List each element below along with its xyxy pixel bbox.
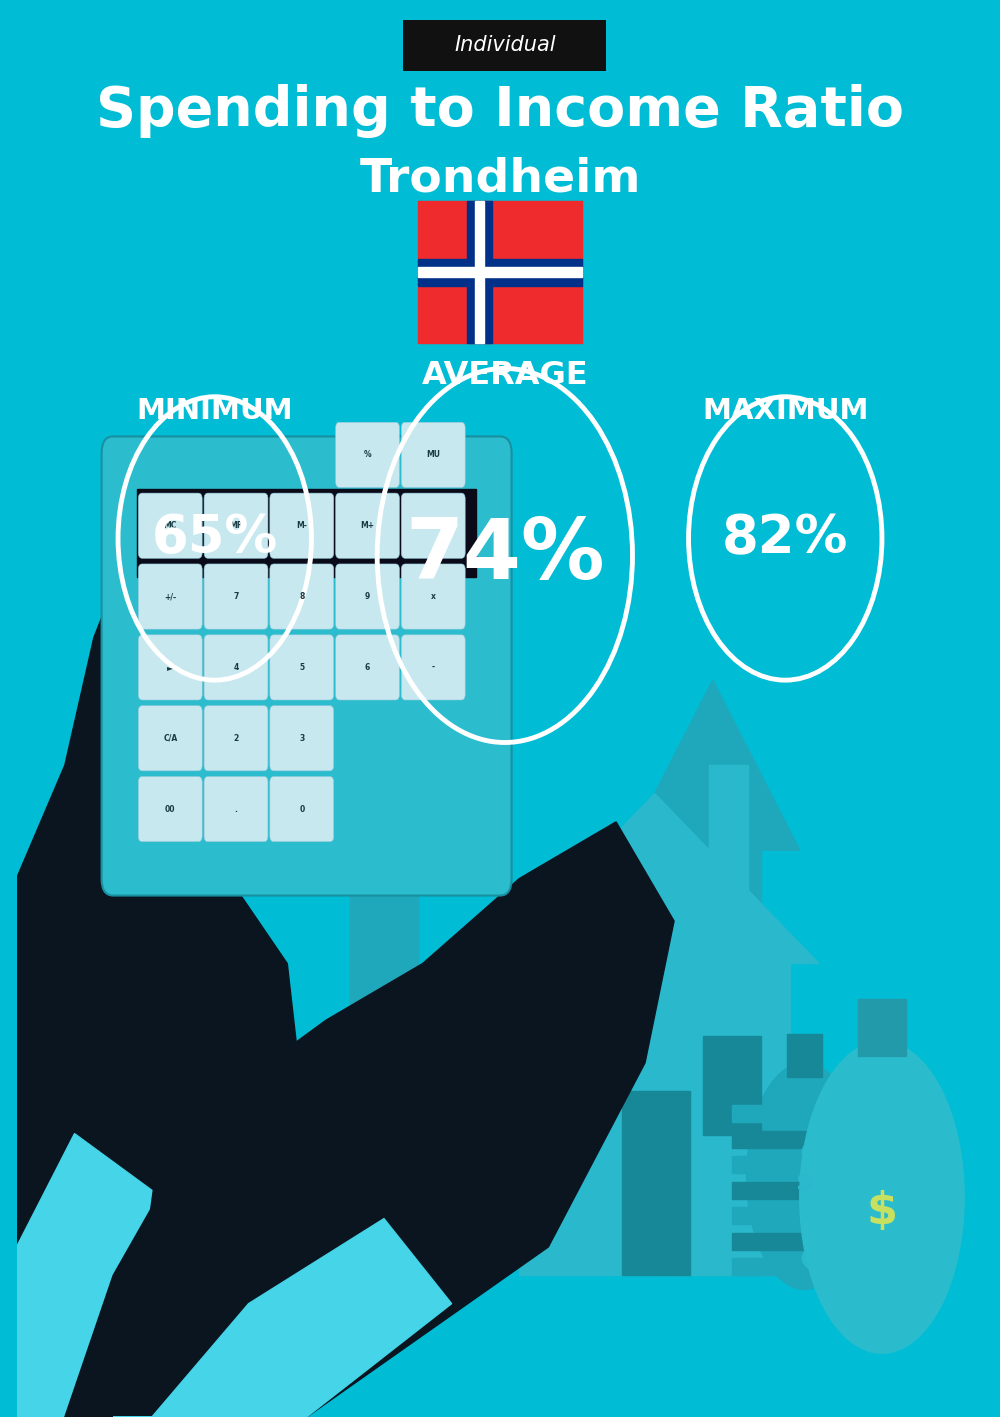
FancyBboxPatch shape — [270, 706, 334, 771]
Text: 82%: 82% — [722, 513, 848, 564]
Text: 3: 3 — [299, 734, 304, 743]
Text: MR: MR — [229, 521, 243, 530]
Text: Spending to Income Ratio: Spending to Income Ratio — [96, 84, 904, 137]
FancyBboxPatch shape — [270, 564, 334, 629]
FancyBboxPatch shape — [401, 422, 465, 487]
FancyBboxPatch shape — [336, 422, 399, 487]
Text: 5: 5 — [299, 663, 304, 672]
Bar — [467, 201, 492, 343]
FancyBboxPatch shape — [401, 564, 465, 629]
Bar — [418, 258, 582, 285]
Text: 65%: 65% — [152, 513, 278, 564]
Text: 2: 2 — [233, 734, 239, 743]
FancyBboxPatch shape — [204, 493, 268, 558]
Bar — [732, 1156, 829, 1173]
Text: $: $ — [866, 1190, 897, 1233]
Bar — [548, 1036, 606, 1135]
Text: 4: 4 — [233, 663, 239, 672]
FancyBboxPatch shape — [102, 436, 512, 896]
Bar — [732, 1207, 829, 1224]
Bar — [475, 201, 484, 343]
Polygon shape — [16, 496, 307, 1417]
Text: Trondheim: Trondheim — [359, 156, 641, 201]
Text: 00: 00 — [165, 805, 176, 813]
Text: 8: 8 — [299, 592, 304, 601]
FancyBboxPatch shape — [401, 635, 465, 700]
Polygon shape — [113, 1219, 452, 1417]
FancyBboxPatch shape — [138, 635, 202, 700]
Text: M+: M+ — [361, 521, 375, 530]
Text: AVERAGE: AVERAGE — [422, 360, 588, 391]
Ellipse shape — [802, 1136, 855, 1168]
FancyBboxPatch shape — [138, 564, 202, 629]
FancyBboxPatch shape — [204, 706, 268, 771]
FancyBboxPatch shape — [138, 493, 202, 558]
FancyBboxPatch shape — [138, 777, 202, 842]
Bar — [418, 266, 582, 278]
Bar — [137, 489, 476, 577]
FancyBboxPatch shape — [336, 635, 399, 700]
FancyBboxPatch shape — [336, 564, 399, 629]
Ellipse shape — [802, 1207, 855, 1238]
FancyBboxPatch shape — [336, 493, 399, 558]
Bar — [732, 1258, 829, 1275]
Text: MC: MC — [164, 521, 177, 530]
FancyBboxPatch shape — [270, 635, 334, 700]
FancyBboxPatch shape — [138, 706, 202, 771]
FancyBboxPatch shape — [270, 777, 334, 842]
Text: +/-: +/- — [164, 592, 176, 601]
Polygon shape — [490, 794, 819, 964]
Bar — [732, 1105, 829, 1122]
FancyBboxPatch shape — [204, 777, 268, 842]
Text: $: $ — [796, 1172, 813, 1195]
Polygon shape — [321, 666, 447, 794]
Text: x: x — [431, 592, 436, 601]
Bar — [858, 999, 906, 1056]
Text: M-: M- — [296, 521, 307, 530]
Text: 6: 6 — [365, 663, 370, 672]
Ellipse shape — [800, 1041, 964, 1353]
Text: %: % — [364, 451, 371, 459]
FancyBboxPatch shape — [204, 564, 268, 629]
FancyBboxPatch shape — [401, 493, 465, 558]
Text: 7: 7 — [233, 592, 239, 601]
Bar — [418, 201, 582, 343]
Text: .: . — [235, 805, 237, 813]
Bar — [732, 1131, 829, 1148]
Text: :: : — [432, 521, 435, 530]
Polygon shape — [65, 822, 674, 1417]
FancyBboxPatch shape — [403, 20, 606, 71]
Text: MU: MU — [426, 451, 440, 459]
Text: Individual: Individual — [454, 35, 556, 55]
Bar — [732, 1182, 829, 1199]
Polygon shape — [16, 1134, 152, 1417]
Bar — [664, 850, 761, 1275]
Ellipse shape — [802, 1243, 855, 1274]
FancyBboxPatch shape — [204, 635, 268, 700]
Text: MINIMUM: MINIMUM — [136, 397, 293, 425]
FancyBboxPatch shape — [270, 493, 334, 558]
Bar — [519, 964, 790, 1275]
Bar — [732, 1233, 829, 1250]
Bar — [350, 794, 418, 1105]
Polygon shape — [626, 680, 800, 850]
Ellipse shape — [747, 1063, 863, 1289]
Ellipse shape — [802, 1172, 855, 1203]
Text: 74%: 74% — [405, 514, 605, 597]
Bar — [703, 1036, 761, 1135]
Text: ►: ► — [167, 663, 173, 672]
Text: MAXIMUM: MAXIMUM — [702, 397, 869, 425]
Text: 0: 0 — [299, 805, 304, 813]
Bar — [787, 1034, 822, 1077]
Text: -: - — [432, 663, 435, 672]
Bar — [709, 765, 748, 893]
Bar — [622, 1091, 690, 1275]
Text: 9: 9 — [365, 592, 370, 601]
Text: C/A: C/A — [163, 734, 177, 743]
